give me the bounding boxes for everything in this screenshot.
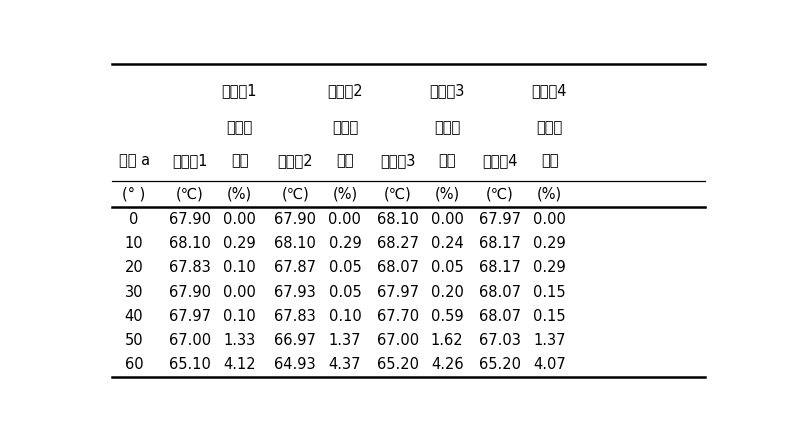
- Text: 0.00: 0.00: [533, 212, 566, 227]
- Text: 1.62: 1.62: [431, 333, 463, 348]
- Text: 67.97: 67.97: [377, 285, 418, 300]
- Text: 0.10: 0.10: [223, 309, 256, 324]
- Text: 0.29: 0.29: [329, 236, 362, 251]
- Text: 67.90: 67.90: [169, 212, 211, 227]
- Text: 0.59: 0.59: [431, 309, 463, 324]
- Text: 68.17: 68.17: [479, 260, 521, 276]
- Text: 65.20: 65.20: [377, 357, 418, 372]
- Text: 67.90: 67.90: [169, 285, 211, 300]
- Text: 67.00: 67.00: [377, 333, 418, 348]
- Text: 测量点1: 测量点1: [222, 83, 258, 98]
- Text: 68.07: 68.07: [377, 260, 418, 276]
- Text: 0.05: 0.05: [329, 285, 362, 300]
- Text: (%): (%): [227, 187, 252, 202]
- Text: 68.10: 68.10: [377, 212, 418, 227]
- Text: 1.33: 1.33: [223, 333, 256, 348]
- Text: 65.10: 65.10: [169, 357, 211, 372]
- Text: 的相对: 的相对: [434, 120, 460, 135]
- Text: 67.93: 67.93: [274, 285, 316, 300]
- Text: 68.10: 68.10: [274, 236, 316, 251]
- Text: 测量点2: 测量点2: [327, 83, 362, 98]
- Text: 0.15: 0.15: [533, 309, 566, 324]
- Text: 测量点2: 测量点2: [278, 153, 313, 168]
- Text: 0.10: 0.10: [329, 309, 362, 324]
- Text: 测量点1: 测量点1: [172, 153, 208, 168]
- Text: 10: 10: [125, 236, 143, 251]
- Text: 30: 30: [125, 285, 143, 300]
- Text: (%): (%): [434, 187, 460, 202]
- Text: 误差: 误差: [230, 153, 248, 168]
- Text: 68.17: 68.17: [479, 236, 521, 251]
- Text: 测量点3: 测量点3: [430, 83, 465, 98]
- Text: 1.37: 1.37: [329, 333, 361, 348]
- Text: 0.20: 0.20: [430, 285, 464, 300]
- Text: 误差: 误差: [336, 153, 354, 168]
- Text: 0.00: 0.00: [223, 285, 256, 300]
- Text: (%): (%): [537, 187, 562, 202]
- Text: 的相对: 的相对: [536, 120, 562, 135]
- Text: 40: 40: [125, 309, 143, 324]
- Text: 60: 60: [125, 357, 143, 372]
- Text: 67.70: 67.70: [377, 309, 418, 324]
- Text: 66.97: 66.97: [274, 333, 316, 348]
- Text: 67.03: 67.03: [479, 333, 521, 348]
- Text: 65.20: 65.20: [479, 357, 521, 372]
- Text: 64.93: 64.93: [274, 357, 316, 372]
- Text: (° ): (° ): [122, 187, 146, 202]
- Text: (℃): (℃): [282, 187, 309, 202]
- Text: 68.10: 68.10: [169, 236, 211, 251]
- Text: 68.07: 68.07: [479, 309, 521, 324]
- Text: (℃): (℃): [384, 187, 411, 202]
- Text: 角度 a: 角度 a: [118, 153, 150, 168]
- Text: 67.83: 67.83: [274, 309, 316, 324]
- Text: 67.83: 67.83: [169, 260, 210, 276]
- Text: (℃): (℃): [486, 187, 514, 202]
- Text: 误差: 误差: [438, 153, 456, 168]
- Text: 68.27: 68.27: [377, 236, 418, 251]
- Text: 0.00: 0.00: [329, 212, 362, 227]
- Text: 67.00: 67.00: [169, 333, 211, 348]
- Text: 0.24: 0.24: [431, 236, 463, 251]
- Text: 0.29: 0.29: [533, 236, 566, 251]
- Text: (%): (%): [332, 187, 358, 202]
- Text: 4.07: 4.07: [533, 357, 566, 372]
- Text: 1.37: 1.37: [534, 333, 566, 348]
- Text: 0.10: 0.10: [223, 260, 256, 276]
- Text: 67.97: 67.97: [479, 212, 521, 227]
- Text: 68.07: 68.07: [479, 285, 521, 300]
- Text: 67.97: 67.97: [169, 309, 211, 324]
- Text: 0.00: 0.00: [430, 212, 464, 227]
- Text: 测量点3: 测量点3: [380, 153, 415, 168]
- Text: 4.26: 4.26: [431, 357, 463, 372]
- Text: 的相对: 的相对: [332, 120, 358, 135]
- Text: 0.05: 0.05: [431, 260, 463, 276]
- Text: 4.12: 4.12: [223, 357, 256, 372]
- Text: (℃): (℃): [176, 187, 204, 202]
- Text: 50: 50: [125, 333, 143, 348]
- Text: 0.00: 0.00: [223, 212, 256, 227]
- Text: 4.37: 4.37: [329, 357, 361, 372]
- Text: 测量点4: 测量点4: [482, 153, 518, 168]
- Text: 67.90: 67.90: [274, 212, 316, 227]
- Text: 0.15: 0.15: [533, 285, 566, 300]
- Text: 误差: 误差: [541, 153, 558, 168]
- Text: 0.05: 0.05: [329, 260, 362, 276]
- Text: 20: 20: [125, 260, 143, 276]
- Text: 的相对: 的相对: [226, 120, 253, 135]
- Text: 0.29: 0.29: [533, 260, 566, 276]
- Text: 67.87: 67.87: [274, 260, 316, 276]
- Text: 0.29: 0.29: [223, 236, 256, 251]
- Text: 测量点4: 测量点4: [532, 83, 567, 98]
- Text: 0: 0: [130, 212, 138, 227]
